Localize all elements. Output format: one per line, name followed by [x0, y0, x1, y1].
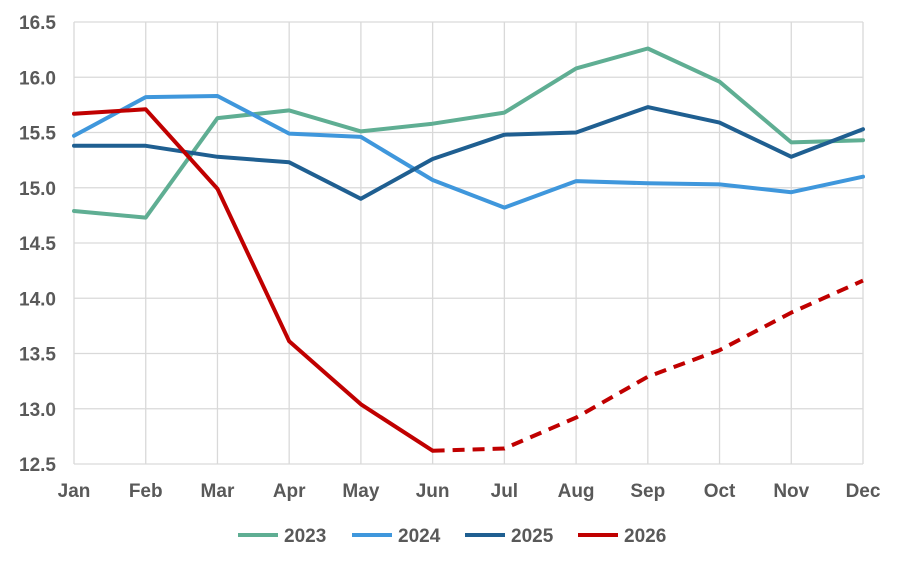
x-tick-label: Jan — [58, 481, 91, 502]
x-tick-label: Jul — [491, 481, 518, 502]
y-tick-label: 14.5 — [19, 234, 56, 255]
x-tick-label: Mar — [201, 481, 235, 502]
series-line-2026-actual — [72, 107, 435, 453]
x-tick-label: Oct — [704, 481, 736, 502]
legend-label-2023: 2023 — [284, 526, 326, 547]
legend-label-2024: 2024 — [398, 526, 441, 547]
x-tick-label: Dec — [846, 481, 881, 502]
series-lines — [72, 46, 865, 453]
y-tick-label: 14.0 — [19, 289, 56, 310]
y-tick-label: 15.5 — [19, 124, 56, 145]
y-tick-label: 16.5 — [19, 13, 56, 34]
x-tick-label: May — [342, 481, 379, 502]
series-line-2024 — [72, 94, 865, 210]
series-line-2025 — [72, 105, 865, 201]
x-tick-label: Sep — [630, 481, 665, 502]
y-tick-label: 15.0 — [19, 179, 56, 200]
gridlines — [73, 21, 864, 465]
legend-label-2025: 2025 — [511, 526, 554, 547]
y-tick-label: 13.5 — [19, 345, 56, 366]
y-tick-label: 16.0 — [19, 68, 56, 89]
legend: 2023 2024 2025 2026 — [238, 526, 666, 547]
y-tick-label: 13.0 — [19, 400, 56, 421]
y-tick-label: 12.5 — [19, 455, 56, 476]
x-tick-label: Jun — [416, 481, 450, 502]
series-line-2026-forecast — [432, 278, 864, 453]
legend-label-2026: 2026 — [624, 526, 666, 547]
x-tick-label: Apr — [273, 481, 306, 502]
x-tick-label: Nov — [773, 481, 809, 502]
x-tick-label: Aug — [558, 481, 595, 502]
x-tick-label: Feb — [129, 481, 163, 502]
series-line-2023 — [72, 46, 865, 220]
